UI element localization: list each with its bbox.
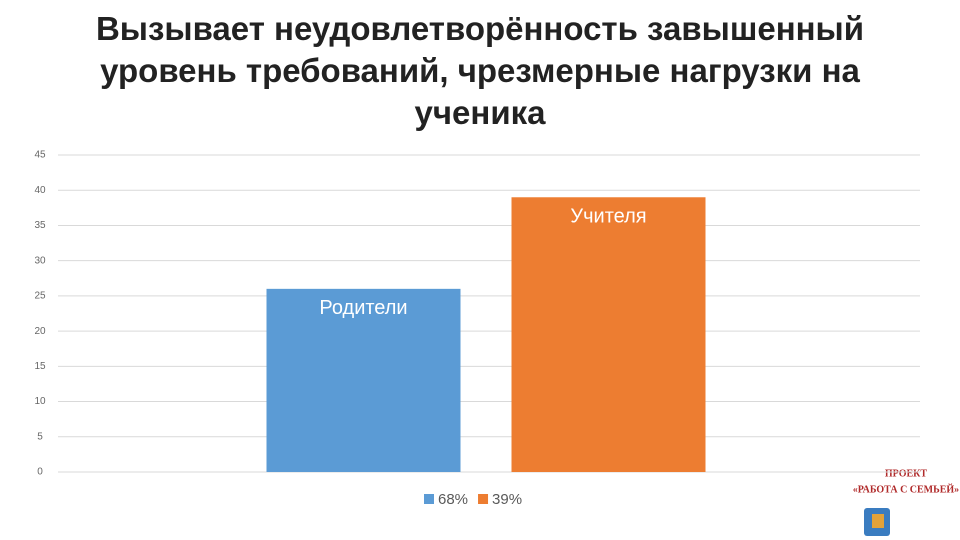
y-tick-label: 0 — [37, 467, 43, 478]
y-tick-label: 5 — [37, 431, 43, 442]
bar — [266, 288, 461, 472]
y-tick-label: 10 — [34, 396, 46, 407]
legend-swatch — [478, 494, 489, 504]
y-tick-label: 40 — [34, 185, 46, 196]
data-label: Учителя — [570, 206, 646, 228]
y-tick-label: 30 — [34, 255, 46, 266]
y-tick-label: 35 — [34, 220, 46, 231]
legend-label: 39% — [492, 491, 522, 508]
logo-text: ПРОЕКТ — [885, 468, 928, 479]
y-tick-label: 15 — [34, 361, 46, 372]
legend-label: 68% — [438, 491, 468, 508]
bar — [511, 197, 706, 472]
logo-icon — [872, 514, 884, 528]
legend-swatch — [424, 494, 434, 504]
y-tick-label: 45 — [34, 150, 46, 161]
chart-title: Вызывает неудовлетворённость завышенный … — [95, 10, 865, 131]
data-label: Родители — [319, 297, 407, 319]
y-tick-label: 20 — [34, 326, 46, 337]
y-tick-label: 25 — [34, 291, 46, 302]
logo-text: «РАБОТА С СЕМЬЕЙ» — [853, 483, 959, 495]
